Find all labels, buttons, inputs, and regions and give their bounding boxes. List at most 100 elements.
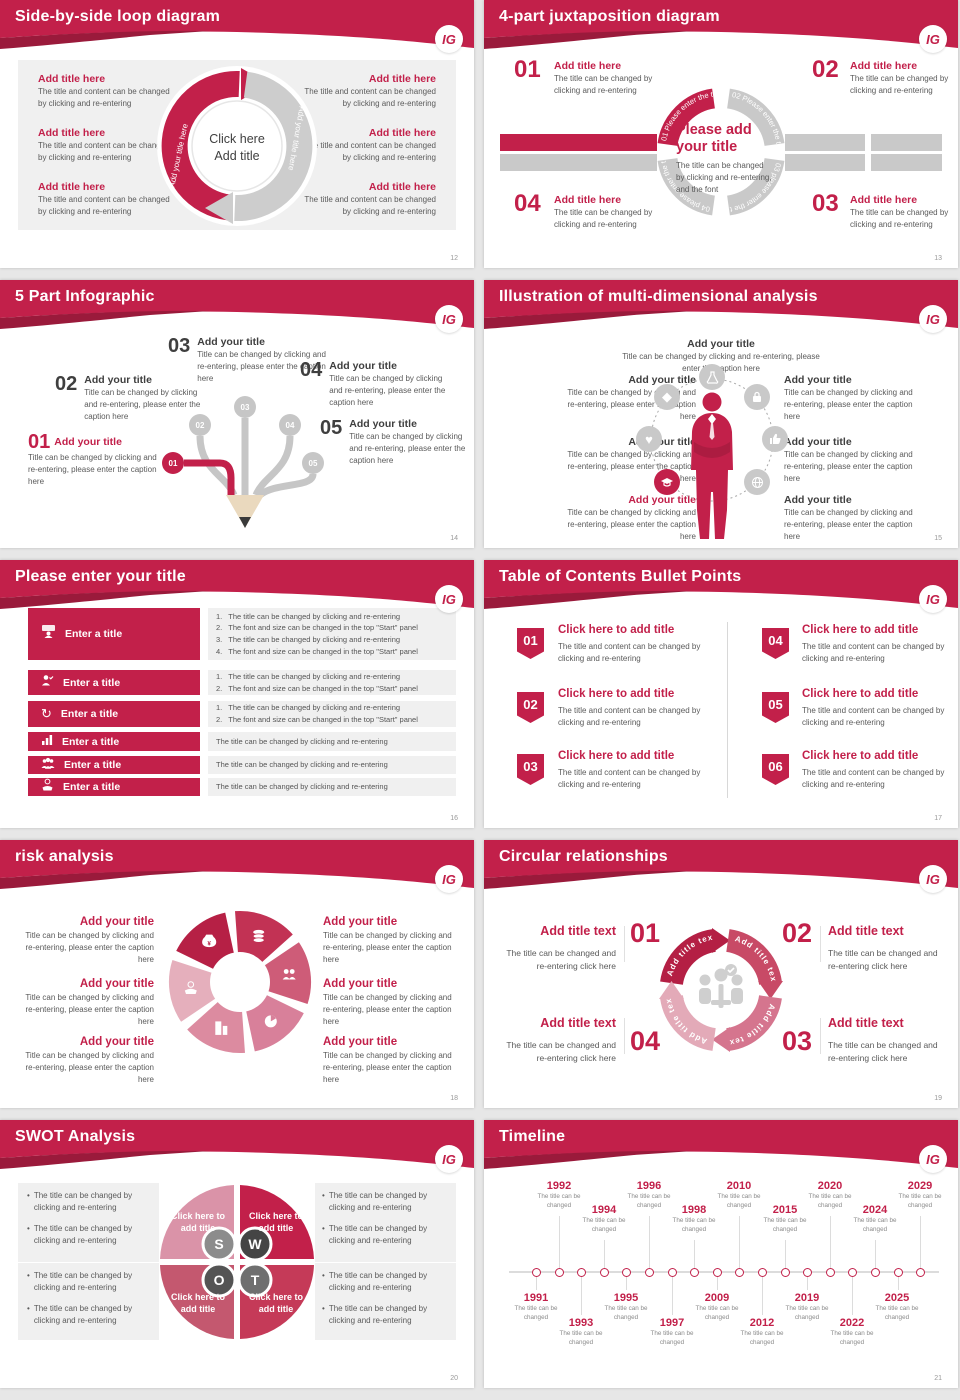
- bullet-text: The title can be changed by clicking and…: [328, 1191, 428, 1212]
- blade-6: [168, 959, 217, 1022]
- toc-item[interactable]: Click here to add title The title and co…: [558, 688, 710, 729]
- event-desc: The title can be changed: [672, 1217, 716, 1233]
- arrow-head-icon: [758, 981, 783, 999]
- center-title: Please add your title: [676, 122, 752, 155]
- item-title: Add your title: [784, 374, 852, 386]
- pinwheel-diagram: ¥: [168, 911, 312, 1053]
- circ-item: Add title text The title can be changed …: [498, 1016, 616, 1065]
- enter-title-button[interactable]: ↻ Enter a title: [28, 701, 200, 727]
- hand-coin-icon: [41, 778, 54, 796]
- enter-title-button[interactable]: Enter a title: [28, 778, 200, 796]
- ring-arc-4: [657, 157, 716, 216]
- item-title: Add title here: [38, 127, 106, 139]
- toc-item[interactable]: Click here to add title The title and co…: [802, 624, 954, 665]
- enter-title-button[interactable]: Enter a title: [28, 670, 200, 695]
- swot-letter: O: [214, 1272, 225, 1288]
- item-number: 01: [28, 431, 51, 453]
- list-text: The title can be changed by clicking and…: [228, 611, 401, 621]
- brand-logo: IG: [435, 585, 463, 613]
- toc-item[interactable]: Click here to add title The title and co…: [558, 624, 710, 665]
- event-desc: The title can be changed: [898, 1193, 942, 1209]
- event-year: 1996: [636, 1180, 662, 1192]
- timeline-dot: [713, 1268, 722, 1277]
- toc-badge: 06: [762, 754, 789, 785]
- enter-title-button[interactable]: Enter a title: [28, 608, 200, 660]
- button-label: Enter a title: [62, 735, 120, 748]
- item-desc: Title can be changed by clicking and re-…: [323, 930, 452, 964]
- item-desc: The title and content can be changed by …: [802, 767, 945, 789]
- loop-item: Add title here The title and content can…: [38, 73, 170, 110]
- description-panel: The title can be changed by clicking and…: [208, 732, 456, 751]
- item-desc: The title and content can be changed by …: [558, 767, 701, 789]
- slide-thumbnail-enter-title[interactable]: Please enter your title IG Enter a title…: [0, 560, 474, 828]
- toc-item[interactable]: Click here to add title The title and co…: [558, 750, 710, 791]
- node-label: 02: [196, 421, 205, 430]
- column-divider: [727, 622, 728, 798]
- juxt-item: Add title here The title can be changed …: [850, 60, 950, 97]
- swot-letter: W: [248, 1236, 262, 1252]
- item-number: 02: [55, 373, 78, 395]
- event-desc: The title can be changed: [830, 1330, 874, 1346]
- refresh-icon: ↻: [41, 706, 52, 721]
- swot-circle: S W O T: [160, 1185, 314, 1339]
- item-divider: [624, 1018, 625, 1054]
- node-label: 01: [169, 459, 178, 468]
- swot-panel-tr: [315, 1183, 456, 1262]
- slide-thumbnail-risk[interactable]: risk analysis IG Add your title Title ca…: [0, 840, 474, 1108]
- item-desc: The title and content can be changed by …: [304, 140, 436, 162]
- list-number: 2.: [216, 715, 223, 724]
- list-text: The title can be changed by clicking and…: [228, 703, 401, 713]
- list-number: 1.: [216, 671, 223, 681]
- timeline-event: 1995 The title can be changed: [603, 1292, 649, 1323]
- toc-badge: 01: [517, 628, 544, 659]
- ring-arc-3: [726, 157, 785, 216]
- risk-item: Add your title Title can be changed by c…: [22, 1036, 154, 1086]
- bullet-item: • The title can be changed by clicking an…: [322, 1270, 444, 1293]
- toc-item[interactable]: Click here to add title The title and co…: [802, 750, 954, 791]
- slide-thumbnail-juxtaposition[interactable]: 4-part juxtaposition diagram IG 01 Add t…: [484, 0, 958, 268]
- letter-circle-w: [237, 1226, 273, 1262]
- enter-title-button[interactable]: Enter a title: [28, 756, 200, 774]
- timeline-dot: [735, 1268, 744, 1277]
- arrow-head-icon: [712, 928, 730, 953]
- event-year: 2024: [862, 1204, 888, 1216]
- slide-thumbnail-toc[interactable]: Table of Contents Bullet Points IG 01 Cl…: [484, 560, 958, 828]
- slide-thumbnail-five-part[interactable]: 5 Part Infographic IG 01 02 03 04 05 01 …: [0, 280, 474, 548]
- loop-item: Add title here The title and content can…: [38, 181, 170, 218]
- connector: [717, 1276, 718, 1290]
- item-number: 03: [812, 190, 839, 217]
- slide-thumbnail-loop[interactable]: Side-by-side loop diagram IG Add title h…: [0, 0, 474, 268]
- juxt-item: Add title here The title can be changed …: [850, 194, 950, 231]
- slide-thumbnail-circular[interactable]: Circular relationships IG Add title text…: [484, 840, 958, 1108]
- list-number: 4.: [216, 646, 223, 656]
- item-title: Add your title: [687, 338, 755, 350]
- event-year: 2010: [726, 1180, 752, 1192]
- enter-title-button[interactable]: Enter a title: [28, 732, 200, 751]
- slide-title: risk analysis: [15, 848, 114, 865]
- item-title: Click here to add title: [802, 750, 919, 762]
- button-label: Enter a title: [60, 708, 119, 720]
- description-panel: The title can be changed by clicking and…: [208, 756, 456, 774]
- letter-circle-s: [201, 1226, 237, 1262]
- item-desc: The title and content can be changed by …: [558, 705, 701, 727]
- timeline-dot: [577, 1268, 586, 1277]
- slide-thumbnail-multi-analysis[interactable]: Illustration of multi-dimensional analys…: [484, 280, 958, 548]
- loop-item: Add title here The title and content can…: [304, 73, 436, 110]
- toc-item[interactable]: Click here to add title The title and co…: [802, 688, 954, 729]
- timeline-event: 2010 The title can be changed: [716, 1180, 762, 1211]
- item-desc: The title can be changed by clicking and…: [850, 73, 949, 95]
- page-number: 18: [450, 1095, 458, 1102]
- slide-thumbnail-timeline[interactable]: Timeline IG 1991 The title can be change…: [484, 1120, 958, 1388]
- bullet-item: • The title can be changed by clicking an…: [27, 1303, 149, 1326]
- timeline-event: 2022 The title can be changed: [829, 1317, 875, 1348]
- page-number: 15: [934, 535, 942, 542]
- list-number: 2.: [216, 683, 223, 693]
- slide-thumbnail-swot[interactable]: SWOT Analysis IG • The title can be chang…: [0, 1120, 474, 1388]
- brand-logo: IG: [435, 25, 463, 53]
- item-number: 03: [782, 1026, 813, 1056]
- bullet-item: • The title can be changed by clicking an…: [322, 1303, 444, 1326]
- bullet-item: • The title can be changed by clicking an…: [322, 1223, 444, 1246]
- slide-title: Circular relationships: [499, 848, 668, 865]
- ring-arc-1: [657, 88, 716, 147]
- item-title: Add your title: [628, 374, 696, 386]
